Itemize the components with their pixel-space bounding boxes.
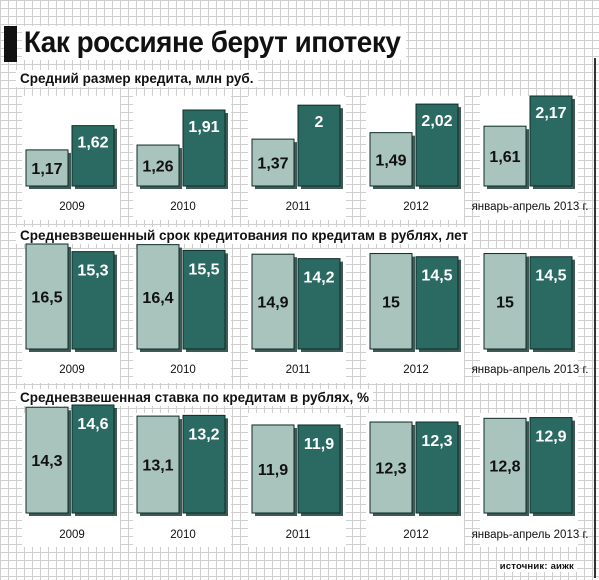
data-label: 1,49 — [375, 152, 406, 169]
bar-dark — [182, 414, 226, 514]
data-label: 1,26 — [142, 159, 173, 176]
tick-label: 2011 — [286, 201, 311, 213]
data-label: 14,5 — [535, 268, 566, 285]
frame-border — [594, 58, 596, 578]
bar-dark — [297, 258, 341, 350]
data-label: 15,5 — [188, 261, 219, 278]
bar-dark — [297, 104, 341, 187]
tick-label: январь-апрель 2013 г. — [472, 201, 589, 213]
bar-dark — [415, 421, 459, 514]
data-label: 1,62 — [77, 135, 108, 152]
data-label: 14,5 — [421, 268, 452, 285]
data-label: 14,9 — [257, 295, 288, 312]
bar-light — [483, 417, 527, 514]
data-label: 12,8 — [489, 459, 520, 476]
data-label: 2,17 — [535, 105, 566, 122]
chart-1: 1,17 1,62 2009 1,26 1,91 2010 1,37 2 2011 1,49 2,0… — [22, 95, 589, 220]
title-accent-bar — [4, 26, 17, 62]
data-label: 1,91 — [188, 119, 219, 136]
data-label: 15 — [382, 294, 400, 311]
data-label: 14,2 — [303, 270, 334, 287]
bar-light — [369, 253, 413, 350]
bar-light — [25, 406, 69, 514]
bar-light — [136, 415, 180, 514]
tick-label: 2009 — [59, 364, 85, 376]
data-label: 11,9 — [258, 462, 288, 479]
bar-dark — [415, 256, 459, 350]
bar-light — [251, 253, 295, 350]
tick-label: 2009 — [59, 529, 85, 541]
tick-label: 2012 — [403, 529, 429, 541]
chart-3: 14,3 14,6 2009 13,1 13,2 2010 11,9 11,9 2011 12,3… — [22, 404, 589, 547]
bar-light — [136, 244, 180, 350]
data-label: 16,4 — [142, 290, 173, 307]
bar-light — [25, 243, 69, 350]
data-label: 11,9 — [304, 436, 334, 453]
bar-dark — [71, 404, 115, 514]
tick-label: 2012 — [403, 364, 429, 376]
data-label: 2 — [315, 114, 324, 131]
data-label: 1,61 — [489, 149, 520, 166]
data-label: 13,2 — [188, 426, 219, 443]
bar-light — [251, 424, 295, 514]
bar-dark — [415, 103, 459, 187]
tick-label: 2009 — [59, 201, 85, 213]
source-note: источник: аижк — [496, 561, 577, 572]
bar-light — [251, 138, 295, 187]
tick-label: 2010 — [170, 201, 196, 213]
data-label: 12,3 — [375, 461, 406, 478]
data-label: 12,3 — [421, 433, 452, 450]
tick-label: январь-апрель 2013 г. — [472, 364, 589, 376]
tick-label: 2012 — [403, 201, 429, 213]
tick-label: 2011 — [286, 364, 311, 376]
tick-label: январь-апрель 2013 г. — [472, 529, 589, 541]
bar-dark — [529, 95, 573, 187]
bar-light — [369, 132, 413, 187]
bar-light — [136, 144, 180, 187]
bar-dark — [182, 249, 226, 350]
chart-2: 16,5 15,3 2009 16,4 15,5 2010 14,9 14,2 2011 15 14… — [22, 243, 589, 383]
bar-dark — [71, 251, 115, 350]
data-label: 1,37 — [257, 156, 288, 173]
data-label: 12,9 — [535, 429, 566, 446]
page-title: Как россияне берут ипотеку — [22, 26, 406, 60]
tick-label: 2010 — [170, 364, 196, 376]
data-label: 15,3 — [77, 263, 108, 280]
bar-dark — [529, 417, 573, 514]
bar-light — [483, 125, 527, 187]
data-label: 14,6 — [77, 416, 108, 433]
bar-dark — [71, 125, 115, 187]
data-label: 14,3 — [31, 453, 62, 470]
bar-dark — [182, 109, 226, 187]
bar-light — [483, 253, 527, 350]
data-label: 13,1 — [142, 458, 173, 475]
bar-light — [25, 149, 69, 187]
chart-1-title: Средний размер кредита, млн руб. — [16, 70, 258, 87]
bar-dark — [529, 256, 573, 350]
tick-label: 2011 — [286, 529, 311, 541]
bar-light — [369, 421, 413, 514]
data-label: 16,5 — [31, 290, 62, 307]
data-label: 1,17 — [31, 161, 62, 178]
tick-label: 2010 — [170, 529, 196, 541]
chart-3-title: Средневзвешенная ставка по кредитам в ру… — [16, 389, 374, 406]
chart-2-title: Средневзвешенный срок кредитования по кр… — [16, 227, 473, 244]
data-label: 2,02 — [421, 113, 452, 130]
data-label: 15 — [496, 294, 514, 311]
bar-dark — [297, 424, 341, 514]
